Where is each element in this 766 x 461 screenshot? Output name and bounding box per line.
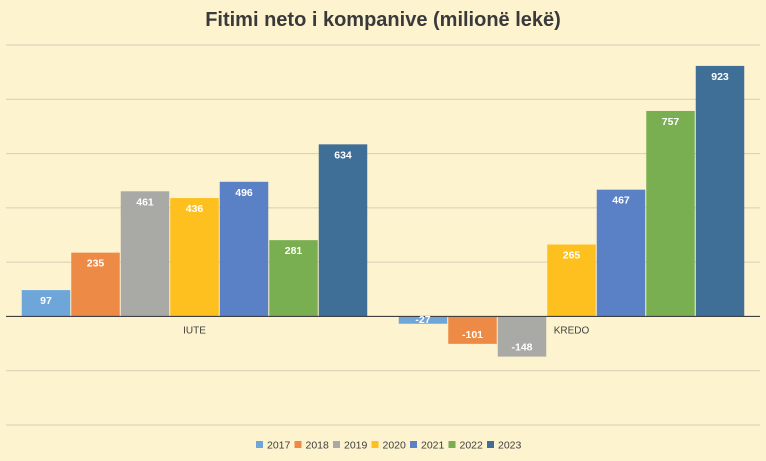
legend-swatch-2020	[371, 441, 379, 448]
legend: 2017 2018 2019 2020 2021 2022 2023	[256, 440, 522, 452]
legend-label-2023: 2023	[498, 440, 522, 452]
data-label: -27	[415, 314, 430, 326]
bar-kredo-2023	[695, 65, 745, 317]
data-label: 281	[285, 245, 303, 257]
data-label: 923	[711, 71, 729, 83]
data-label: 757	[662, 116, 680, 128]
bar-iute-2023	[318, 144, 368, 317]
legend-swatch-2019	[333, 441, 340, 448]
data-label: 634	[334, 149, 352, 161]
chart-title: Fitimi neto i kompanive (milionë lekë)	[205, 9, 561, 31]
legend-label-2019: 2019	[344, 440, 368, 452]
legend-swatch-2018	[294, 441, 302, 448]
data-labels: 97 235 461 436 496 281 634 -27 -101 -148 265 467 757…	[40, 71, 729, 354]
bars	[21, 65, 745, 357]
bar-kredo-2020	[547, 244, 596, 317]
data-label: 265	[563, 250, 581, 262]
category-labels: IUTE KREDO	[183, 325, 589, 336]
legend-label-2021: 2021	[421, 440, 445, 452]
bar-kredo-2019	[497, 316, 547, 357]
data-label: 461	[136, 196, 154, 208]
legend-swatch-2023	[487, 441, 494, 448]
bar-iute-2022	[269, 240, 318, 317]
data-label: 436	[186, 203, 204, 215]
category-label-iute: IUTE	[183, 325, 206, 336]
legend-label-2018: 2018	[306, 440, 330, 452]
data-label: -101	[462, 329, 483, 341]
legend-label-2022: 2022	[460, 440, 484, 452]
bar-kredo-2021	[596, 189, 646, 317]
bar-kredo-2017	[398, 316, 448, 324]
bar-iute-2017	[21, 290, 71, 317]
data-label: 97	[40, 295, 52, 307]
bar-kredo-2022	[646, 110, 695, 317]
data-label: -148	[511, 342, 532, 354]
legend-swatch-2022	[448, 441, 456, 448]
legend-label-2020: 2020	[383, 440, 407, 452]
legend-swatch-2017	[256, 441, 263, 448]
category-label-kredo: KREDO	[554, 325, 590, 336]
legend-swatch-2021	[410, 441, 417, 448]
bar-kredo-2018	[448, 316, 497, 344]
data-label: 496	[235, 187, 253, 199]
bar-iute-2020	[170, 198, 219, 317]
bar-iute-2021	[219, 181, 269, 317]
legend-label-2017: 2017	[267, 440, 291, 452]
data-label: 467	[612, 195, 630, 207]
data-label: 235	[87, 258, 105, 270]
bar-iute-2018	[71, 252, 120, 317]
bar-iute-2019	[120, 191, 170, 317]
